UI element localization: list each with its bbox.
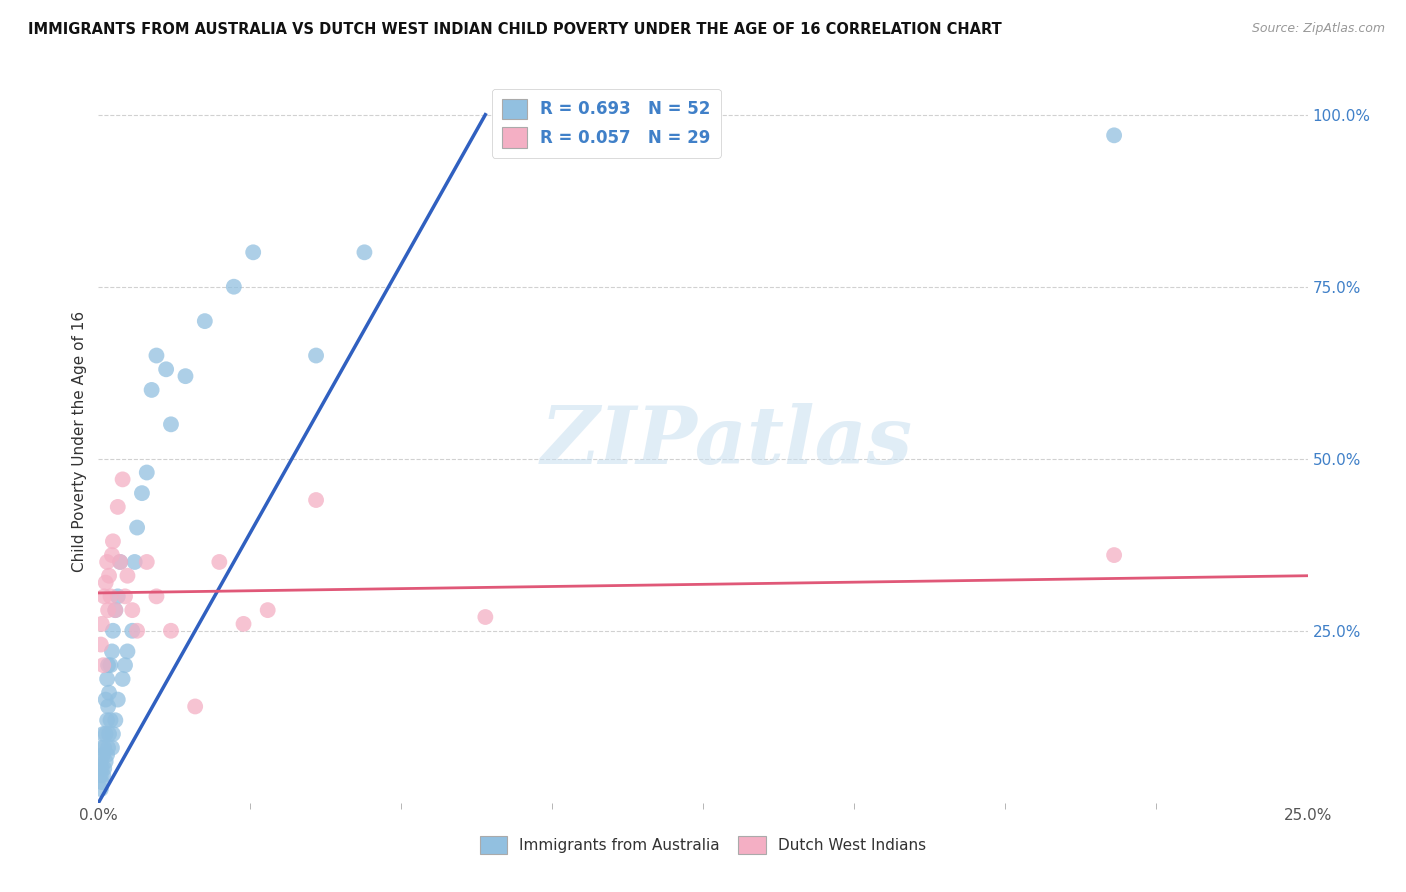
Point (90, 616, 112, 631)
Point (104, 603, 127, 617)
Text: ZIPatlas: ZIPatlas (541, 403, 914, 480)
Point (121, 624, 143, 638)
Point (90, 782, 112, 797)
Y-axis label: Child Poverty Under the Age of 16: Child Poverty Under the Age of 16 (72, 311, 87, 572)
Point (127, 624, 149, 638)
Point (94, 692, 117, 706)
Point (100, 658, 122, 673)
Point (90, 768, 112, 782)
Point (135, 466, 157, 480)
Point (101, 534, 124, 549)
Point (145, 349, 167, 363)
Point (141, 383, 163, 397)
Point (114, 590, 136, 604)
Point (96, 555, 118, 569)
Point (100, 590, 122, 604)
Point (174, 369, 197, 384)
Point (107, 500, 129, 514)
Point (242, 245, 264, 260)
Point (131, 486, 153, 500)
Point (96, 747, 118, 762)
Point (93, 590, 115, 604)
Point (97, 740, 120, 755)
Point (111, 672, 134, 686)
Point (90, 755, 112, 769)
Point (108, 555, 131, 569)
Point (98, 568, 121, 582)
Point (94, 755, 117, 769)
Point (121, 603, 143, 617)
Point (91, 747, 114, 762)
Point (127, 520, 149, 534)
Point (101, 624, 124, 638)
Point (155, 362, 177, 376)
Point (111, 472, 134, 486)
Point (90, 761, 112, 775)
Point (305, 493, 328, 508)
Point (256, 603, 278, 617)
Point (114, 658, 136, 673)
Point (97, 699, 120, 714)
Point (101, 727, 124, 741)
Text: Source: ZipAtlas.com: Source: ZipAtlas.com (1251, 22, 1385, 36)
Point (100, 713, 122, 727)
Point (305, 349, 328, 363)
Point (135, 555, 157, 569)
Point (107, 692, 129, 706)
Point (97, 603, 120, 617)
Point (97, 658, 120, 673)
Point (98, 727, 121, 741)
Point (104, 603, 127, 617)
Point (91, 768, 114, 782)
Point (98, 686, 121, 700)
Point (208, 555, 231, 569)
Point (101, 644, 124, 658)
Point (474, 610, 496, 624)
Point (101, 548, 124, 562)
Point (160, 417, 183, 432)
Point (1102, 548, 1125, 562)
Point (160, 624, 183, 638)
Point (117, 644, 139, 658)
Point (184, 699, 207, 714)
Point (93, 740, 115, 755)
Point (222, 279, 245, 293)
Point (96, 713, 118, 727)
Point (232, 616, 254, 631)
Point (145, 590, 167, 604)
Point (94, 575, 117, 590)
Text: IMMIGRANTS FROM AUSTRALIA VS DUTCH WEST INDIAN CHILD POVERTY UNDER THE AGE OF 16: IMMIGRANTS FROM AUSTRALIA VS DUTCH WEST … (28, 22, 1002, 37)
Point (117, 568, 139, 582)
Point (90, 740, 112, 755)
Point (108, 555, 131, 569)
Point (1102, 128, 1125, 143)
Point (124, 555, 146, 569)
Point (94, 727, 117, 741)
Point (93, 761, 115, 775)
Point (101, 740, 124, 755)
Point (107, 590, 129, 604)
Legend: Immigrants from Australia, Dutch West Indians: Immigrants from Australia, Dutch West In… (474, 830, 932, 860)
Point (91, 658, 114, 673)
Point (91, 727, 114, 741)
Point (90, 638, 112, 652)
Point (194, 314, 217, 328)
Point (353, 245, 375, 260)
Point (90, 775, 112, 789)
Point (96, 672, 118, 686)
Point (104, 713, 127, 727)
